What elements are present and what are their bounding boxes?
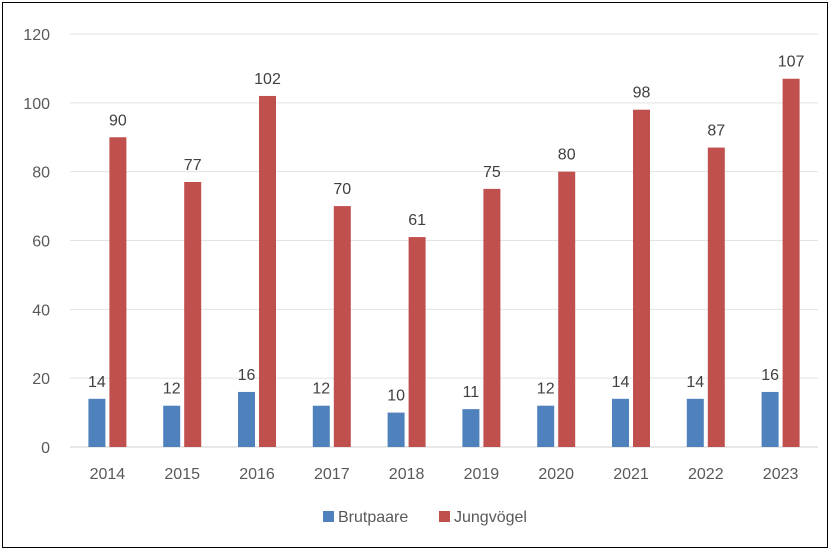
y-tick-label-100: 100 <box>23 96 50 113</box>
bar-jungvögel-2023 <box>782 78 800 447</box>
data-label-brutpaare-2015: 12 <box>163 381 181 398</box>
data-label-brutpaare-2014: 14 <box>88 374 106 391</box>
y-tick-label-0: 0 <box>41 440 50 457</box>
bar-jungvögel-2018 <box>408 237 426 447</box>
bar-brutpaare-2020 <box>537 405 555 447</box>
bar-brutpaare-2015 <box>163 405 181 447</box>
x-tick-label-2022: 2022 <box>688 466 724 483</box>
data-label-jungvögel-2021: 98 <box>633 85 651 102</box>
bar-jungvögel-2017 <box>333 206 351 447</box>
bar-brutpaare-2018 <box>387 412 405 447</box>
x-tick-label-2021: 2021 <box>613 466 649 483</box>
x-tick-label-2015: 2015 <box>164 466 200 483</box>
data-label-jungvögel-2018: 61 <box>408 212 426 229</box>
data-label-brutpaare-2017: 12 <box>312 381 330 398</box>
data-label-jungvögel-2015: 77 <box>184 157 202 174</box>
bar-jungvögel-2015 <box>184 181 202 447</box>
data-label-brutpaare-2016: 16 <box>238 367 256 384</box>
x-tick-label-2020: 2020 <box>538 466 574 483</box>
data-label-jungvögel-2022: 87 <box>707 123 725 140</box>
bar-jungvögel-2016 <box>259 95 276 447</box>
y-tick-label-80: 80 <box>32 165 50 182</box>
bar-jungvögel-2020 <box>558 171 576 447</box>
data-label-jungvögel-2023: 107 <box>778 54 805 71</box>
x-tick-label-2014: 2014 <box>90 466 126 483</box>
data-label-jungvögel-2019: 75 <box>483 164 501 181</box>
bar-brutpaare-2016 <box>238 391 255 447</box>
x-tick-label-2017: 2017 <box>314 466 350 483</box>
data-label-jungvögel-2017: 70 <box>333 181 351 198</box>
y-tick-label-60: 60 <box>32 234 50 251</box>
x-tick-label-2019: 2019 <box>464 466 500 483</box>
bar-brutpaare-2022 <box>686 398 704 447</box>
bar-jungvögel-2022 <box>707 147 725 447</box>
x-tick-label-2018: 2018 <box>389 466 425 483</box>
bars <box>88 78 800 447</box>
data-labels: 14 90 12 77 16 102 12 70 10 61 11 75 12 80 14 98 14 87 16 1… <box>88 54 805 405</box>
bar-jungvögel-2021 <box>633 109 650 447</box>
y-tick-label-20: 20 <box>32 371 50 388</box>
bar-brutpaare-2023 <box>761 391 779 447</box>
bar-brutpaare-2017 <box>312 405 330 447</box>
data-label-brutpaare-2023: 16 <box>761 367 779 384</box>
y-tick-label-40: 40 <box>32 302 50 319</box>
bar-jungvögel-2019 <box>483 188 501 447</box>
gridlines <box>70 33 818 448</box>
x-axis: 2014 2015 2016 2017 2018 2019 2020 2021 2022 2023 <box>90 466 799 483</box>
bar-jungvögel-2014 <box>109 137 127 447</box>
x-tick-label-2016: 2016 <box>239 466 275 483</box>
legend-swatch-jungvögel <box>439 511 450 522</box>
y-axis: 0 20 40 60 80 100 120 <box>23 27 50 457</box>
bar-brutpaare-2021 <box>612 398 629 447</box>
data-label-brutpaare-2022: 14 <box>686 374 704 391</box>
legend-label-jungvögel: Jungvögel <box>454 509 527 526</box>
x-tick-label-2023: 2023 <box>763 466 799 483</box>
data-label-brutpaare-2018: 10 <box>387 388 405 405</box>
y-tick-label-120: 120 <box>23 27 50 44</box>
bar-brutpaare-2014 <box>88 398 106 447</box>
legend-label-brutpaare: Brutpaare <box>338 509 408 526</box>
data-label-brutpaare-2021: 14 <box>612 374 630 391</box>
data-label-brutpaare-2019: 11 <box>463 384 480 401</box>
data-label-brutpaare-2020: 12 <box>537 381 555 398</box>
legend: Brutpaare Jungvögel <box>323 509 527 526</box>
legend-swatch-brutpaare <box>323 511 334 522</box>
data-label-jungvögel-2020: 80 <box>558 147 576 164</box>
data-label-jungvögel-2014: 90 <box>109 112 127 129</box>
data-label-jungvögel-2016: 102 <box>254 71 281 88</box>
bar-brutpaare-2019 <box>462 409 480 447</box>
